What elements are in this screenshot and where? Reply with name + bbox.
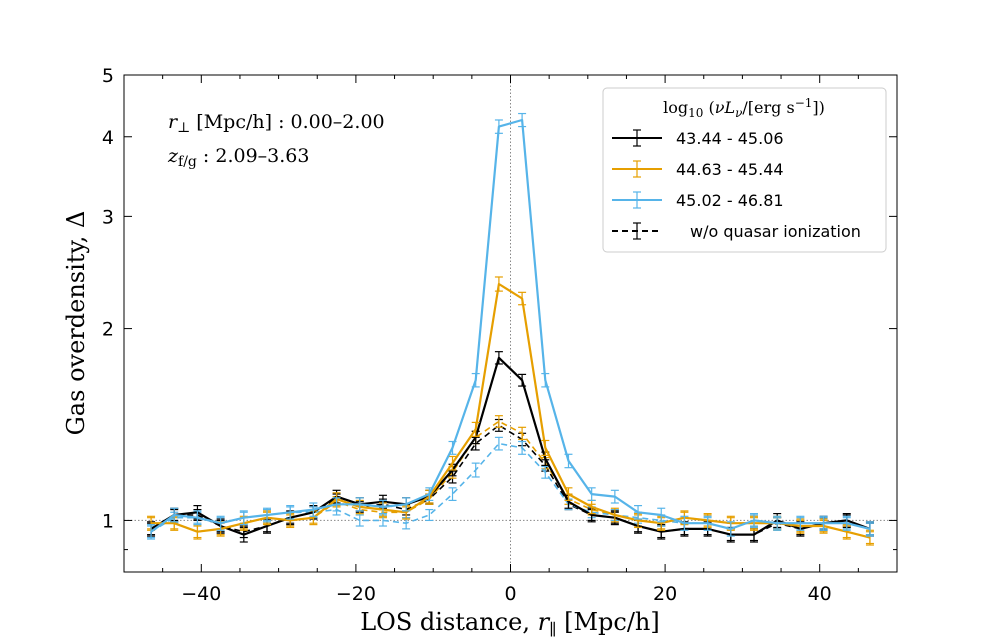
annotation-zfg: zf/g : 2.09–3.63 bbox=[167, 145, 309, 170]
axis-tick-labels: −40 −20 0 20 40 1 2 3 4 5 bbox=[102, 65, 832, 605]
reference-lines bbox=[124, 75, 897, 572]
legend-entry-1: 44.63 - 45.44 bbox=[612, 160, 784, 179]
x-axis-title: LOS distance, r∥ [Mpc/h] bbox=[360, 608, 660, 639]
legend: log10 (νLν/[erg s−1]) 43.44 - 45.0644.63… bbox=[602, 87, 887, 253]
y-tick-label: 3 bbox=[102, 206, 114, 228]
y-tick-label: 1 bbox=[102, 510, 114, 532]
legend-label: w/o quasar ionization bbox=[690, 222, 861, 241]
series-solid-2 bbox=[147, 112, 874, 540]
series-layer bbox=[147, 112, 874, 546]
x-tick-label: 40 bbox=[808, 583, 832, 605]
axis-ticks bbox=[123, 74, 898, 572]
series-line bbox=[150, 118, 871, 533]
legend-entry-2: 45.02 - 46.81 bbox=[612, 191, 784, 210]
legend-label: 43.44 - 45.06 bbox=[676, 129, 784, 148]
x-tick-label: 20 bbox=[653, 583, 677, 605]
y-axis-title: Gas overdensity, Δ bbox=[62, 211, 90, 436]
x-tick-label: 0 bbox=[504, 583, 516, 605]
annotation-rperp: r⊥ [Mpc/h] : 0.00–2.00 bbox=[168, 111, 385, 136]
y-tick-label: 4 bbox=[102, 127, 114, 149]
legend-label: 44.63 - 45.44 bbox=[676, 160, 784, 179]
x-tick-label: −20 bbox=[336, 583, 376, 605]
legend-entry-3: w/o quasar ionization bbox=[612, 222, 861, 241]
series-line bbox=[151, 282, 871, 539]
legend-label: 45.02 - 46.81 bbox=[676, 191, 784, 210]
y-tick-label: 2 bbox=[102, 319, 114, 341]
legend-entry-0: 43.44 - 45.06 bbox=[612, 129, 784, 148]
x-tick-label: −40 bbox=[181, 583, 221, 605]
y-tick-label: 5 bbox=[102, 65, 114, 87]
legend-box bbox=[602, 87, 887, 253]
